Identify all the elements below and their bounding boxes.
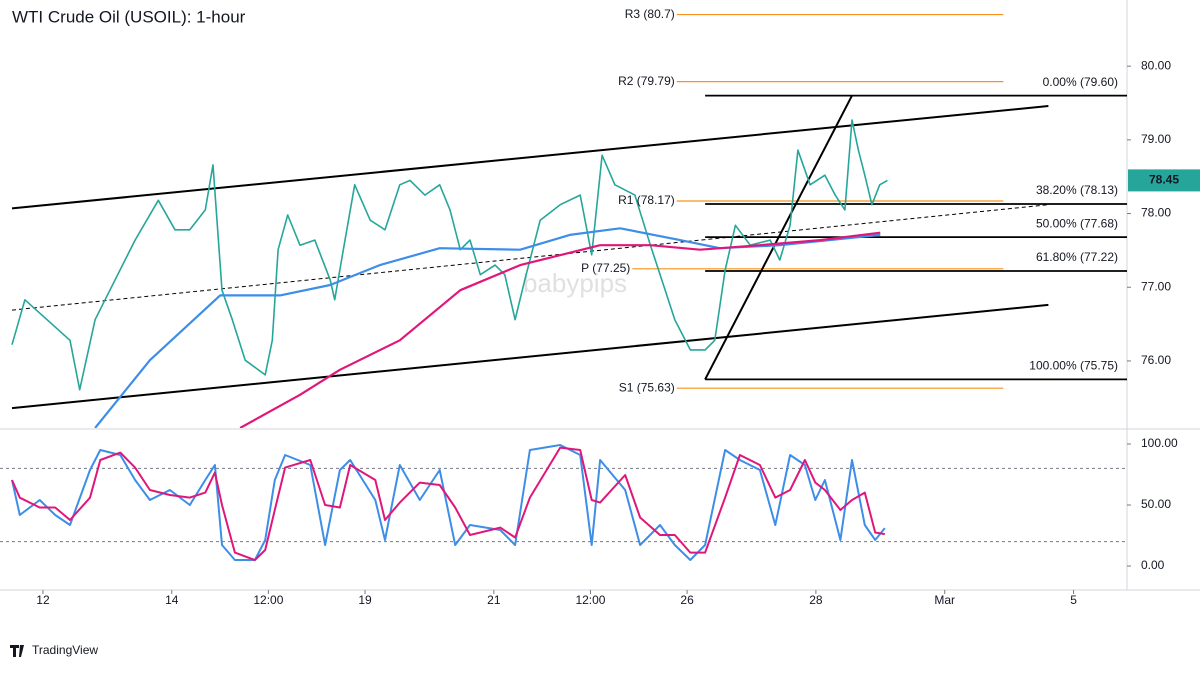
stoch-panel [0, 444, 1127, 561]
price-tag [1128, 169, 1200, 192]
x-tick-label: 28 [809, 593, 823, 607]
pivot-label: R3 (80.7) [625, 7, 675, 21]
y-tick-label: 77.00 [1141, 279, 1171, 293]
moving-average [239, 231, 881, 428]
trend-line [704, 95, 853, 380]
fib-label: 38.20% (78.13) [1036, 183, 1118, 197]
brand-name: TradingView [32, 643, 98, 657]
x-tick-label: 14 [165, 593, 179, 607]
x-tick-label: 12:00 [253, 593, 283, 607]
trend-line [11, 105, 1049, 210]
y-tick-label: 78.00 [1141, 206, 1171, 220]
y-tick-label: 100.00 [1141, 436, 1178, 450]
watermark: babypips [523, 268, 627, 298]
pivot-label: R1 (78.17) [618, 193, 675, 207]
stoch-line [11, 444, 886, 561]
y-tick-label: 50.00 [1141, 497, 1171, 511]
pivot-label: P (77.25) [581, 261, 630, 275]
pivot-label: R2 (79.79) [618, 74, 675, 88]
fib-label: 50.00% (77.68) [1036, 216, 1118, 230]
price-line [11, 119, 888, 391]
trend-line [11, 303, 1049, 410]
moving-average [94, 227, 881, 428]
y-tick-label: 0.00 [1141, 558, 1165, 572]
brand-logo: TradingView [10, 643, 98, 657]
x-tick-label: 12 [36, 593, 50, 607]
y-tick-label: 76.00 [1141, 353, 1171, 367]
pivot-label: S1 (75.63) [619, 380, 675, 394]
y-tick-label: 79.00 [1141, 132, 1171, 146]
fib-label: 100.00% (75.75) [1029, 359, 1118, 373]
x-tick-label: 5 [1070, 593, 1077, 607]
logo-mark [10, 645, 24, 657]
x-tick-label: 26 [680, 593, 694, 607]
price-tag-label: 78.45 [1149, 173, 1179, 187]
x-tick-label: Mar [934, 593, 955, 607]
price-panel [11, 13, 1127, 428]
fib-label: 61.80% (77.22) [1036, 250, 1118, 264]
chart-title: WTI Crude Oil (USOIL): 1-hour [12, 7, 246, 26]
y-tick-label: 80.00 [1141, 58, 1171, 72]
x-tick-label: 19 [358, 593, 372, 607]
fib-label: 0.00% (79.60) [1043, 75, 1118, 89]
x-tick-label: 21 [487, 593, 501, 607]
x-tick-label: 12:00 [575, 593, 605, 607]
stoch-line [11, 446, 885, 561]
